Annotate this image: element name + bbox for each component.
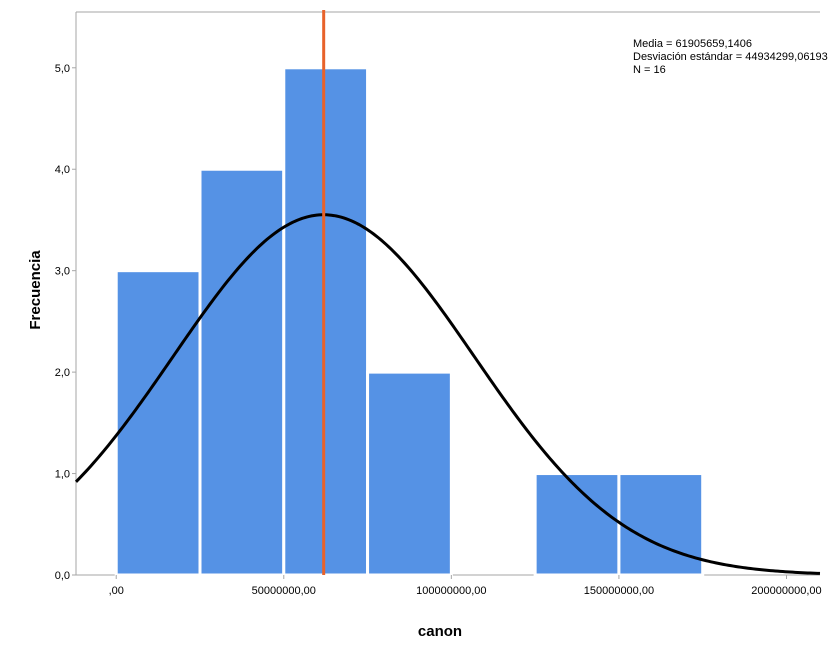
histogram-bar bbox=[114, 269, 202, 577]
stat-std: Desviación estándar = 44934299,06193 bbox=[633, 51, 828, 63]
y-tick-label: 0,0 bbox=[55, 570, 70, 582]
x-axis-ticks: ,00 50000000,00 100000000,00 150000000,00 20… bbox=[109, 575, 822, 597]
normal-curve bbox=[74, 213, 821, 575]
histogram-bar bbox=[366, 370, 453, 577]
stat-n: N = 16 bbox=[633, 64, 666, 76]
normal-curve-layer bbox=[74, 213, 821, 575]
histogram-bar bbox=[198, 167, 286, 577]
y-tick-label: 4,0 bbox=[55, 164, 70, 176]
x-tick-label: 50000000,00 bbox=[252, 585, 316, 597]
y-tick-label: 5,0 bbox=[55, 63, 70, 75]
histogram-bar bbox=[282, 66, 370, 577]
x-tick-label: 200000000,00 bbox=[751, 585, 821, 597]
y-tick-label: 1,0 bbox=[55, 469, 70, 481]
histogram-bar bbox=[617, 472, 705, 577]
y-axis-ticks: 0,0 1,0 2,0 3,0 4,0 5,0 bbox=[55, 63, 76, 582]
x-tick-label: 100000000,00 bbox=[416, 585, 486, 597]
histogram-bar bbox=[533, 472, 621, 577]
stats-box: Media = 61905659,1406 Desviación estánda… bbox=[633, 38, 828, 76]
x-tick-label: 150000000,00 bbox=[584, 585, 654, 597]
x-tick-label: ,00 bbox=[109, 585, 124, 597]
y-tick-label: 2,0 bbox=[55, 367, 70, 379]
y-axis-title: Frecuencia bbox=[27, 250, 44, 330]
y-tick-label: 3,0 bbox=[55, 266, 70, 278]
stat-mean: Media = 61905659,1406 bbox=[633, 38, 752, 50]
x-axis-title: canon bbox=[418, 623, 462, 640]
histogram-bars bbox=[114, 66, 705, 577]
